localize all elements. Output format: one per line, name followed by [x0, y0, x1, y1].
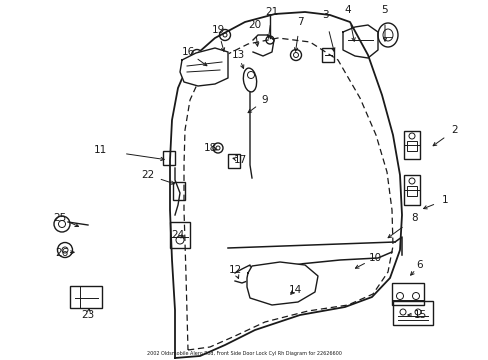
Text: 11: 11 — [93, 145, 106, 155]
Bar — [391, 283, 423, 305]
Bar — [392, 301, 432, 325]
Text: 19: 19 — [211, 25, 224, 35]
Text: 7: 7 — [296, 17, 303, 27]
Text: 3: 3 — [321, 10, 327, 20]
Bar — [227, 154, 240, 168]
Text: 5: 5 — [381, 5, 387, 15]
Text: 12: 12 — [228, 265, 241, 275]
Text: 2002 Oldsmobile Alero Rod, Front Side Door Lock Cyl Rh Diagram for 22626600: 2002 Oldsmobile Alero Rod, Front Side Do… — [146, 351, 341, 356]
Bar — [406, 186, 416, 196]
Text: 21: 21 — [265, 7, 278, 17]
Text: 15: 15 — [412, 310, 426, 320]
Text: 16: 16 — [181, 47, 194, 57]
Text: 1: 1 — [441, 195, 447, 205]
Bar — [406, 141, 416, 151]
Bar — [163, 151, 175, 165]
Text: 24: 24 — [171, 230, 184, 240]
Bar — [403, 131, 419, 159]
Text: 25: 25 — [53, 213, 66, 223]
Text: 8: 8 — [411, 213, 417, 223]
Text: 20: 20 — [248, 20, 261, 30]
Text: 2: 2 — [451, 125, 457, 135]
Text: 17: 17 — [233, 155, 246, 165]
Bar — [403, 175, 419, 205]
Bar — [321, 48, 333, 62]
Text: 26: 26 — [55, 248, 68, 258]
Bar — [173, 182, 184, 200]
Text: 22: 22 — [141, 170, 154, 180]
Text: 18: 18 — [203, 143, 216, 153]
Text: 9: 9 — [261, 95, 268, 105]
Bar — [170, 222, 190, 248]
Text: 14: 14 — [288, 285, 301, 295]
Text: 4: 4 — [344, 5, 350, 15]
Text: 23: 23 — [81, 310, 95, 320]
Text: 10: 10 — [367, 253, 381, 263]
Polygon shape — [246, 262, 317, 305]
Text: 13: 13 — [231, 50, 244, 60]
Polygon shape — [180, 48, 227, 86]
Text: 6: 6 — [416, 260, 423, 270]
Bar — [70, 286, 102, 308]
